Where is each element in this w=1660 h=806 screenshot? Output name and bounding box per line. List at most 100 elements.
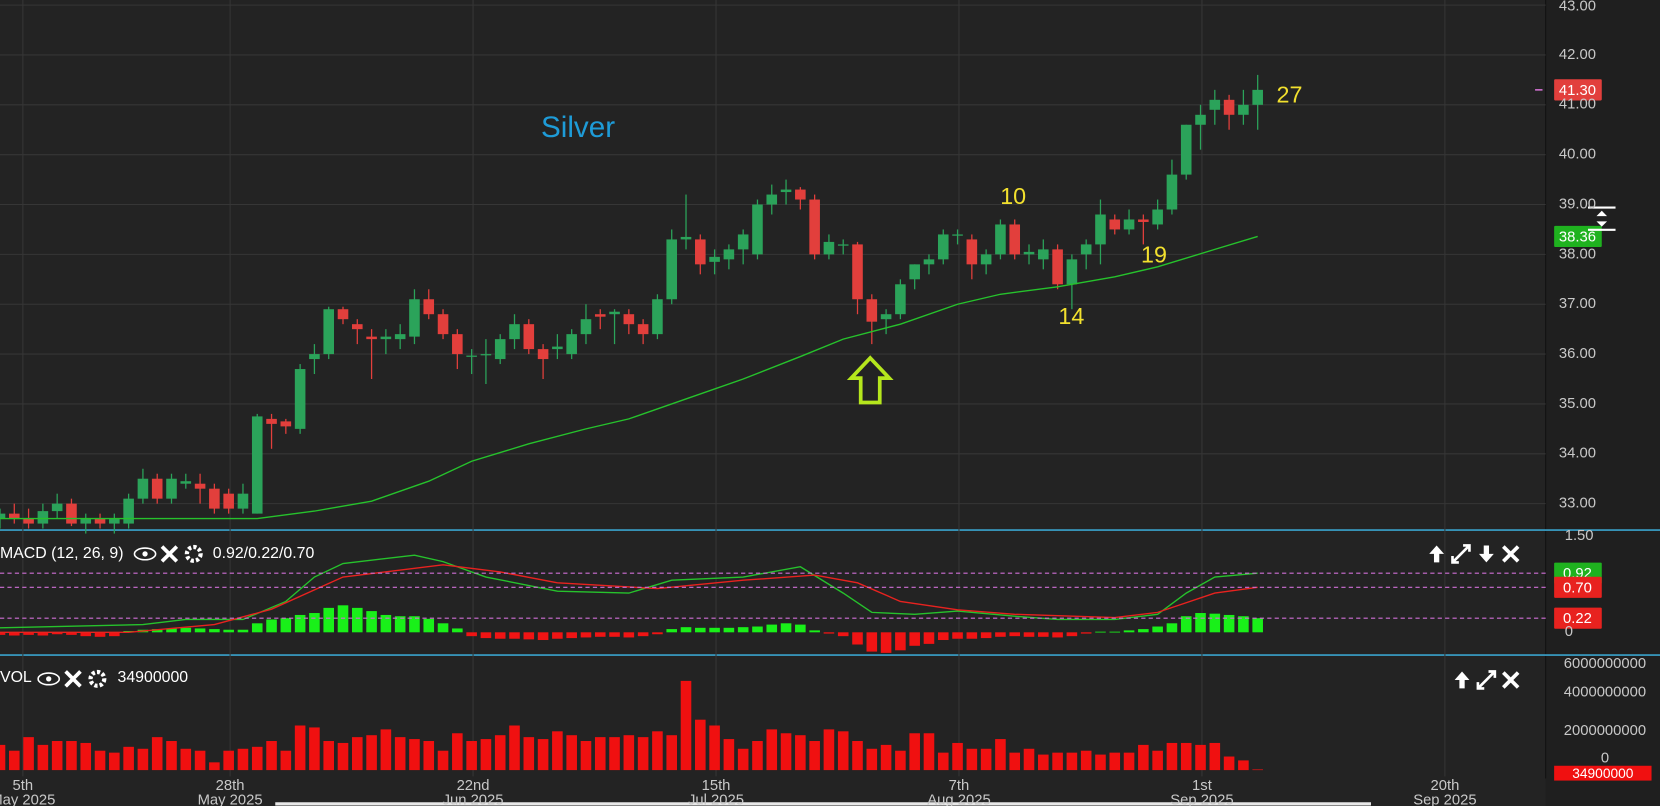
- candle-body: [494, 339, 506, 360]
- volume-bar: [580, 741, 592, 771]
- candle-body: [66, 503, 77, 524]
- x-tick-label: Jun 2025: [443, 793, 504, 806]
- histogram-bar: [1180, 616, 1192, 633]
- candle-body: [909, 264, 920, 280]
- volume-bar: [280, 750, 292, 771]
- close-shape: [1502, 671, 1520, 689]
- histogram-bar: [966, 632, 978, 639]
- y-tick-label: 0: [1565, 624, 1573, 640]
- close-icon[interactable]: [64, 670, 82, 688]
- histogram-bar: [623, 632, 635, 638]
- candle-body: [823, 241, 835, 255]
- volume-bar: [23, 737, 34, 771]
- candle-body: [209, 488, 220, 509]
- candle-body: [1009, 224, 1021, 255]
- x-tick-label: Sep 2025: [1170, 793, 1233, 806]
- candle-body: [1195, 114, 1206, 125]
- candle-body: [280, 421, 292, 427]
- close-icon[interactable]: [1502, 545, 1520, 563]
- volume-bar: [394, 737, 406, 771]
- arrow-annotation: [846, 355, 894, 405]
- x-tick-label: Jul 2025: [688, 793, 744, 806]
- histogram-bar: [251, 623, 263, 633]
- volume-bar: [123, 746, 134, 771]
- volume-bar: [566, 735, 577, 771]
- candle-body: [1152, 209, 1163, 225]
- y-tick-label: 2000000000: [1564, 723, 1646, 739]
- histogram-bar: [380, 614, 392, 633]
- volume-bar: [294, 725, 306, 771]
- handle-icon[interactable]: [1588, 206, 1616, 231]
- histogram-bar: [695, 627, 706, 633]
- volume-bar: [480, 739, 492, 771]
- histogram-bar: [637, 632, 649, 637]
- candle-body: [966, 239, 978, 265]
- histogram-bar: [909, 632, 920, 646]
- volume-bar: [137, 748, 149, 771]
- eye-icon[interactable]: [133, 547, 157, 561]
- eye-icon[interactable]: [37, 672, 61, 686]
- volume-bar: [909, 733, 920, 771]
- volume-bar: [795, 735, 806, 771]
- histogram-bar: [37, 632, 49, 636]
- histogram-bar: [109, 632, 120, 637]
- y-tick-label: 1.50: [1565, 528, 1594, 544]
- volume-bar: [1095, 754, 1106, 771]
- volume-bar: [709, 725, 720, 771]
- candle-body: [51, 503, 63, 512]
- candle-body: [466, 355, 477, 357]
- volume-bar: [537, 739, 549, 771]
- volume-bar: [937, 752, 949, 771]
- histogram-bar: [323, 607, 335, 633]
- histogram-bar: [1080, 632, 1092, 634]
- histogram-bar: [151, 629, 163, 633]
- volume-bar: [51, 741, 63, 771]
- volume-readout: 34900000: [118, 669, 189, 686]
- candle-body: [637, 324, 649, 335]
- close-shape: [64, 670, 82, 688]
- histogram-bar: [437, 623, 449, 633]
- histogram-bar: [1095, 631, 1106, 633]
- gear-icon[interactable]: [88, 669, 107, 688]
- volume-bar: [1195, 744, 1206, 771]
- close-icon[interactable]: [1502, 671, 1520, 689]
- candle-body: [1023, 251, 1035, 255]
- volume-bar: [923, 733, 935, 771]
- volume-bar: [523, 737, 535, 771]
- candle-body: [23, 518, 34, 524]
- gear-icon[interactable]: [184, 544, 203, 563]
- move-up-icon[interactable]: [1429, 545, 1445, 563]
- candle-body: [980, 254, 992, 265]
- candle-body: [895, 284, 906, 315]
- histogram-bar: [1066, 632, 1078, 637]
- eye-pupil: [142, 551, 148, 557]
- volume-bar: [494, 735, 506, 771]
- volume-bar: [309, 727, 320, 771]
- candle-body: [251, 416, 263, 514]
- candle-body: [737, 234, 749, 250]
- volume-title: VOL: [0, 669, 32, 686]
- candle-body: [880, 314, 892, 320]
- histogram-bar: [895, 632, 906, 651]
- expand-icon[interactable]: [1451, 544, 1471, 564]
- volume-bar: [623, 735, 635, 771]
- y-tick-label: 40.00: [1559, 147, 1596, 163]
- price-tag-box: [1554, 79, 1602, 101]
- volume-bar: [8, 750, 20, 771]
- candle-body: [752, 204, 763, 255]
- histogram-bar: [1009, 632, 1021, 637]
- candle-body: [423, 299, 435, 315]
- candle-body: [1123, 219, 1135, 230]
- histogram-bar: [394, 616, 406, 633]
- candle-body: [937, 234, 949, 260]
- candle-body: [852, 244, 863, 300]
- histogram-bar: [766, 624, 778, 633]
- chart-title: Silver: [541, 111, 615, 144]
- histogram-bar: [237, 629, 249, 633]
- close-icon[interactable]: [160, 545, 179, 563]
- expand-icon[interactable]: [1476, 670, 1497, 690]
- histogram-bar: [580, 632, 592, 638]
- volume-bar: [166, 741, 177, 771]
